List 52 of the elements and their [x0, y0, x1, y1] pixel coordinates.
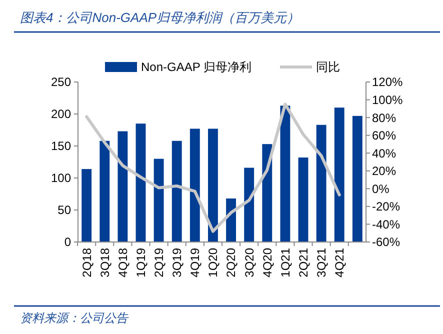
bar	[226, 198, 236, 242]
y-tick-label: 50	[58, 203, 72, 218]
legend-label: Non-GAAP 归母净利	[141, 60, 252, 74]
bar	[172, 140, 182, 242]
y-tick-label: 250	[50, 75, 72, 90]
y2-tick-label: -40%	[372, 217, 400, 232]
bar	[244, 168, 254, 242]
x-tick-label: 3Q19	[170, 248, 184, 278]
y2-tick-label: -60%	[372, 235, 400, 250]
x-tick-label: 2Q19	[152, 248, 166, 278]
bar	[352, 116, 362, 242]
bar	[118, 131, 128, 242]
y2-tick-label: 20%	[372, 164, 396, 178]
x-tick-label: 3Q21	[314, 248, 329, 278]
y-tick-label: 100	[50, 171, 72, 186]
y2-tick-label: 0%	[372, 182, 390, 196]
legend-label: 同比	[316, 60, 340, 74]
y2-tick-label: 60%	[372, 128, 396, 143]
bar	[280, 106, 290, 242]
chart-title: 图表4：公司Non-GAAP归母净利润（百万美元）	[20, 10, 300, 25]
bar	[208, 128, 218, 242]
x-tick-label: 3Q20	[242, 248, 256, 278]
bar	[100, 140, 110, 242]
x-tick-label: 1Q21	[278, 248, 292, 278]
line-series	[85, 102, 341, 233]
bar	[136, 124, 146, 242]
y-tick-label: 200	[50, 107, 72, 122]
x-tick-label: 2Q21	[296, 248, 310, 278]
bar	[298, 158, 308, 242]
y2-tick-label: 40%	[372, 146, 396, 160]
x-tick-label: 1Q19	[134, 248, 148, 278]
bar	[190, 128, 200, 242]
y2-tick-label: 80%	[372, 110, 396, 125]
x-tick-label: 3Q18	[98, 248, 112, 278]
bar	[334, 108, 344, 242]
y-tick-label: 150	[50, 139, 72, 154]
x-tick-label: 2Q20	[224, 248, 238, 278]
bar	[82, 169, 92, 242]
x-tick-label: 4Q20	[260, 248, 274, 278]
y-tick-label: 0	[64, 235, 72, 250]
text: 资料来源：公司公告	[20, 311, 129, 325]
x-tick-label: 4Q19	[188, 248, 202, 278]
y2-tick-label: -20%	[372, 200, 400, 214]
bar	[316, 124, 326, 242]
bar	[262, 144, 272, 242]
y2-tick-label: 120%	[372, 75, 404, 90]
x-tick-label: 4Q18	[116, 248, 130, 278]
bar	[154, 158, 164, 242]
x-tick-label: 2Q18	[80, 248, 94, 278]
x-tick-label: 4Q21	[332, 248, 347, 278]
x-tick-label: 1Q20	[206, 248, 220, 278]
y2-tick-label: 100%	[372, 92, 404, 107]
